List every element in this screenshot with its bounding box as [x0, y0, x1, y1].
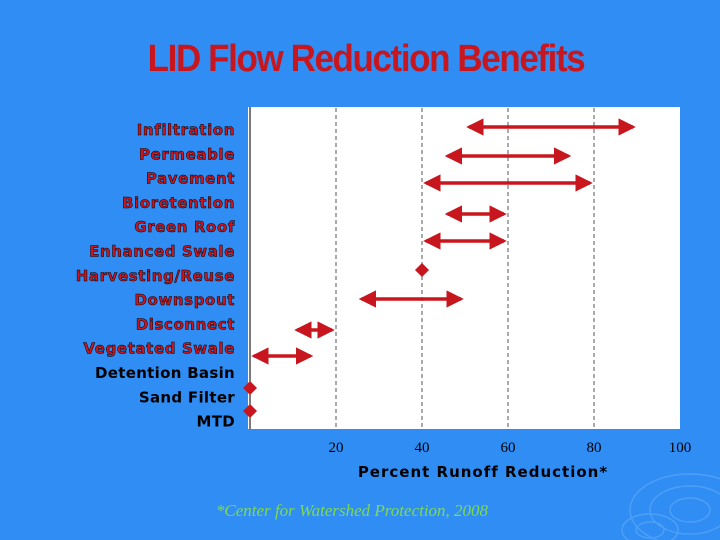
y-tick-label: Permeable	[139, 145, 235, 163]
y-tick-label: Infiltration	[137, 121, 235, 139]
slide-title: LID Flow Reduction Benefits	[147, 38, 586, 80]
x-tick-label: 60	[501, 440, 516, 456]
y-tick-label: Harvesting/Reuse	[76, 267, 235, 285]
y-tick-label: Downspout	[134, 291, 235, 309]
footnote: *Center for Watershed Protection, 2008	[216, 501, 489, 520]
point-diamond	[243, 404, 257, 418]
point-diamond	[243, 381, 257, 395]
x-tick-label: 20	[329, 440, 344, 456]
water-ripple-decoration	[621, 473, 720, 540]
y-tick-label: Pavement	[146, 170, 235, 188]
x-tick-label: 80	[587, 440, 602, 456]
x-axis-ticks: 20 40 60 80 100	[329, 440, 692, 456]
y-tick-label: Bioretention	[122, 194, 235, 212]
x-tick-label: 40	[415, 440, 430, 456]
y-tick-label: Enhanced Swale	[89, 243, 235, 261]
x-tick-label: 100	[669, 440, 692, 456]
y-tick-label: Detention Basin	[95, 364, 235, 382]
y-tick-label: Sand Filter	[139, 388, 235, 406]
point-diamond	[415, 263, 429, 277]
chart-marks	[243, 118, 636, 418]
y-tick-label: Green Roof	[134, 218, 235, 236]
y-tick-label: Disconnect	[136, 315, 235, 333]
y-tick-label: Vegetated Swale	[83, 340, 235, 358]
x-axis-label: Percent Runoff Reduction*	[358, 463, 608, 481]
grid-lines	[249, 107, 595, 429]
y-axis-labels: Infiltration Permeable Pavement Bioretentio…	[75, 121, 235, 431]
y-tick-label: MTD	[196, 413, 235, 431]
